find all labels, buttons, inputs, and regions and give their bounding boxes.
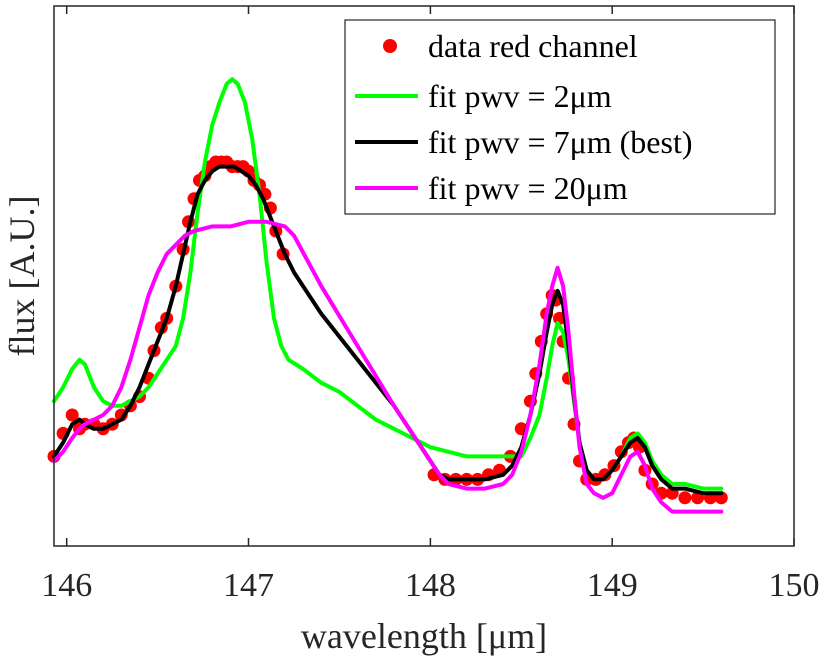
x-ticks: 146 147 148 149 150 (41, 6, 820, 604)
legend-label-pwv-7: fit pwv = 7μm (best) (428, 124, 693, 160)
data-point (65, 408, 79, 422)
x-tick-label: 149 (587, 567, 638, 604)
legend-label-pwv-20: fit pwv = 20μm (428, 170, 628, 206)
x-tick-label: 146 (41, 567, 92, 604)
x-tick-label: 150 (769, 567, 820, 604)
plot-frame (53, 5, 795, 547)
data-point (678, 491, 692, 505)
x-tick-label: 147 (223, 567, 274, 604)
legend: data red channel fit pwv = 2μm fit pwv =… (344, 19, 776, 215)
series-line-fit-pwv-7-m-best (52, 164, 724, 496)
x-tick-label: 148 (405, 567, 456, 604)
legend-box (344, 19, 776, 215)
series-line-fit-pwv-20-m (52, 219, 724, 514)
x-axis-label: wavelength [μm] (301, 616, 547, 656)
legend-label-pwv-2: fit pwv = 2μm (428, 78, 612, 114)
legend-marker-data (383, 39, 397, 53)
series-layer (47, 77, 728, 514)
legend-label-data: data red channel (428, 28, 638, 64)
y-axis-label: flux [A.U.] (2, 196, 42, 357)
